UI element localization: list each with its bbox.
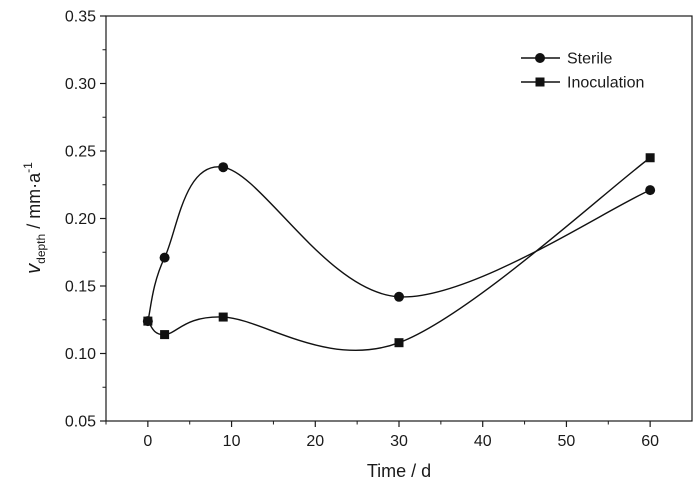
series-layer — [142, 153, 656, 352]
data-point-sterile — [159, 252, 170, 263]
y-tick-label: 0.20 — [65, 211, 96, 228]
x-tick-label: 0 — [143, 433, 152, 450]
y-tick-label: 0.35 — [65, 9, 96, 26]
x-axis-label: Time / d — [367, 461, 431, 481]
data-point-sterile — [394, 291, 404, 302]
x-tick-label: 50 — [558, 433, 576, 450]
data-point-inoculation — [218, 312, 228, 322]
x-tick-label: 20 — [306, 433, 324, 450]
data-point-sterile — [218, 162, 229, 173]
data-point-inoculation — [645, 153, 655, 163]
legend-label-sterile: Sterile — [567, 51, 612, 68]
y-tick-label: 0.05 — [65, 414, 96, 431]
y-axis: 0.05 0.10 0.15 0.20 0.25 0.30 0.35 — [65, 9, 106, 431]
x-tick-label: 40 — [474, 433, 492, 450]
x-tick-label: 10 — [223, 433, 241, 450]
y-axis-label-superscript: -1 — [21, 162, 35, 173]
y-axis-label-subscript: depth — [34, 234, 48, 264]
data-point-inoculation — [143, 316, 153, 326]
y-axis-label-main: v — [23, 263, 45, 274]
y-tick-label: 0.30 — [65, 76, 96, 93]
legend: Sterile Inoculation — [521, 51, 644, 92]
y-tick-label: 0.25 — [65, 144, 96, 161]
legend-marker-inoculation — [535, 77, 545, 87]
y-tick-label: 0.15 — [65, 279, 96, 296]
data-point-inoculation — [160, 330, 170, 340]
data-point-inoculation — [394, 338, 404, 348]
y-axis-label: vdepth / mm·a-1 — [21, 162, 48, 274]
x-tick-label: 30 — [390, 433, 408, 450]
legend-marker-sterile — [535, 53, 545, 63]
y-tick-label: 0.10 — [65, 346, 96, 363]
x-tick-label: 60 — [641, 433, 659, 450]
legend-label-inoculation: Inoculation — [567, 75, 644, 92]
data-point-sterile — [645, 185, 656, 196]
x-axis: 0 10 20 30 40 50 60 — [105, 421, 659, 450]
y-axis-label-unit: / mm·a — [24, 172, 44, 234]
